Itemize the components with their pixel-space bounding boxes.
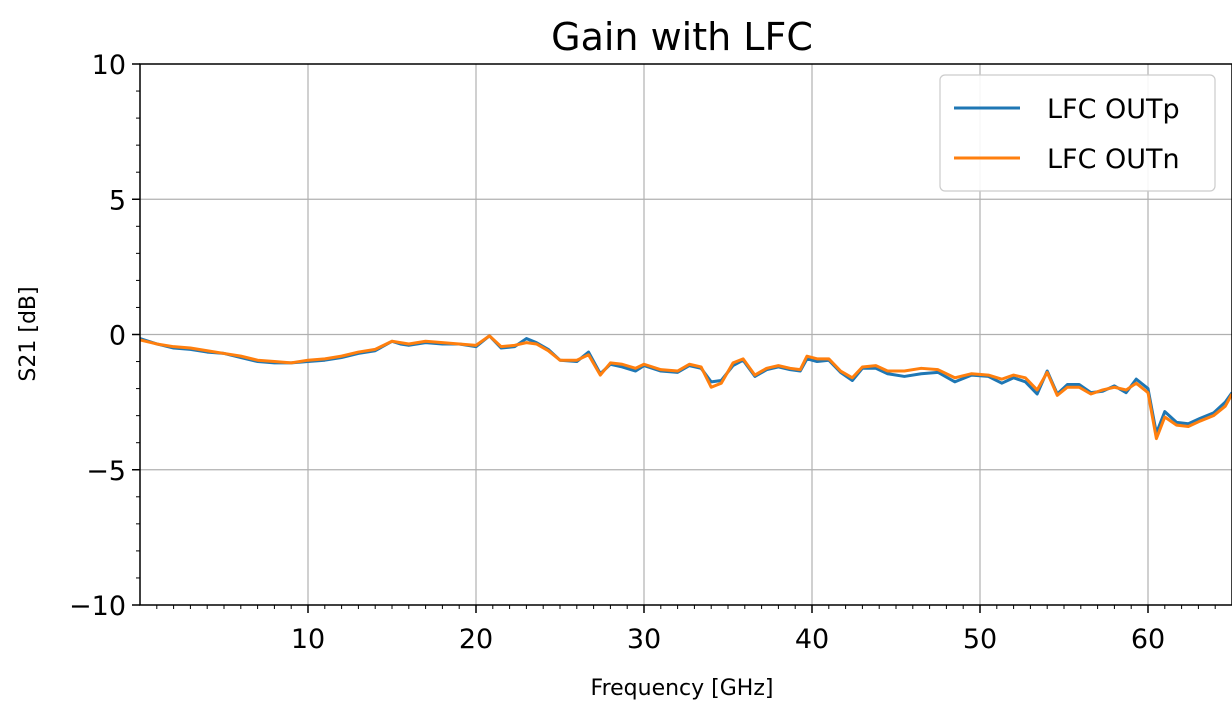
legend-box xyxy=(939,74,1216,192)
y-tick-label: 10 xyxy=(92,50,126,81)
chart-title: Gain with LFC xyxy=(551,15,813,59)
x-tick-label: 30 xyxy=(627,624,661,655)
tick-labels: 10 20 30 40 50 60 −10 −5 0 5 10 xyxy=(69,50,1165,655)
y-tick-label: −10 xyxy=(69,591,126,622)
series-line-2 xyxy=(139,334,1232,441)
x-tick-label: 20 xyxy=(459,624,493,655)
y-tick-label: −5 xyxy=(86,456,126,487)
x-tick-label: 40 xyxy=(795,624,829,655)
legend-label: LFC OUTn xyxy=(1047,144,1180,175)
y-axis-label: S21 [dB] xyxy=(16,286,41,381)
y-tick-label: 0 xyxy=(109,321,126,352)
y-tick-label: 5 xyxy=(109,185,126,216)
series-line-1 xyxy=(139,334,1232,435)
plot-lines xyxy=(139,334,1232,441)
legend-label: LFC OUTp xyxy=(1047,94,1180,125)
x-tick-label: 10 xyxy=(291,624,325,655)
legend: LFC OUTp LFC OUTn xyxy=(939,74,1216,192)
ticks xyxy=(132,63,1216,613)
x-tick-label: 50 xyxy=(963,624,997,655)
x-tick-label: 60 xyxy=(1131,624,1165,655)
x-axis-label: Frequency [GHz] xyxy=(591,676,774,701)
